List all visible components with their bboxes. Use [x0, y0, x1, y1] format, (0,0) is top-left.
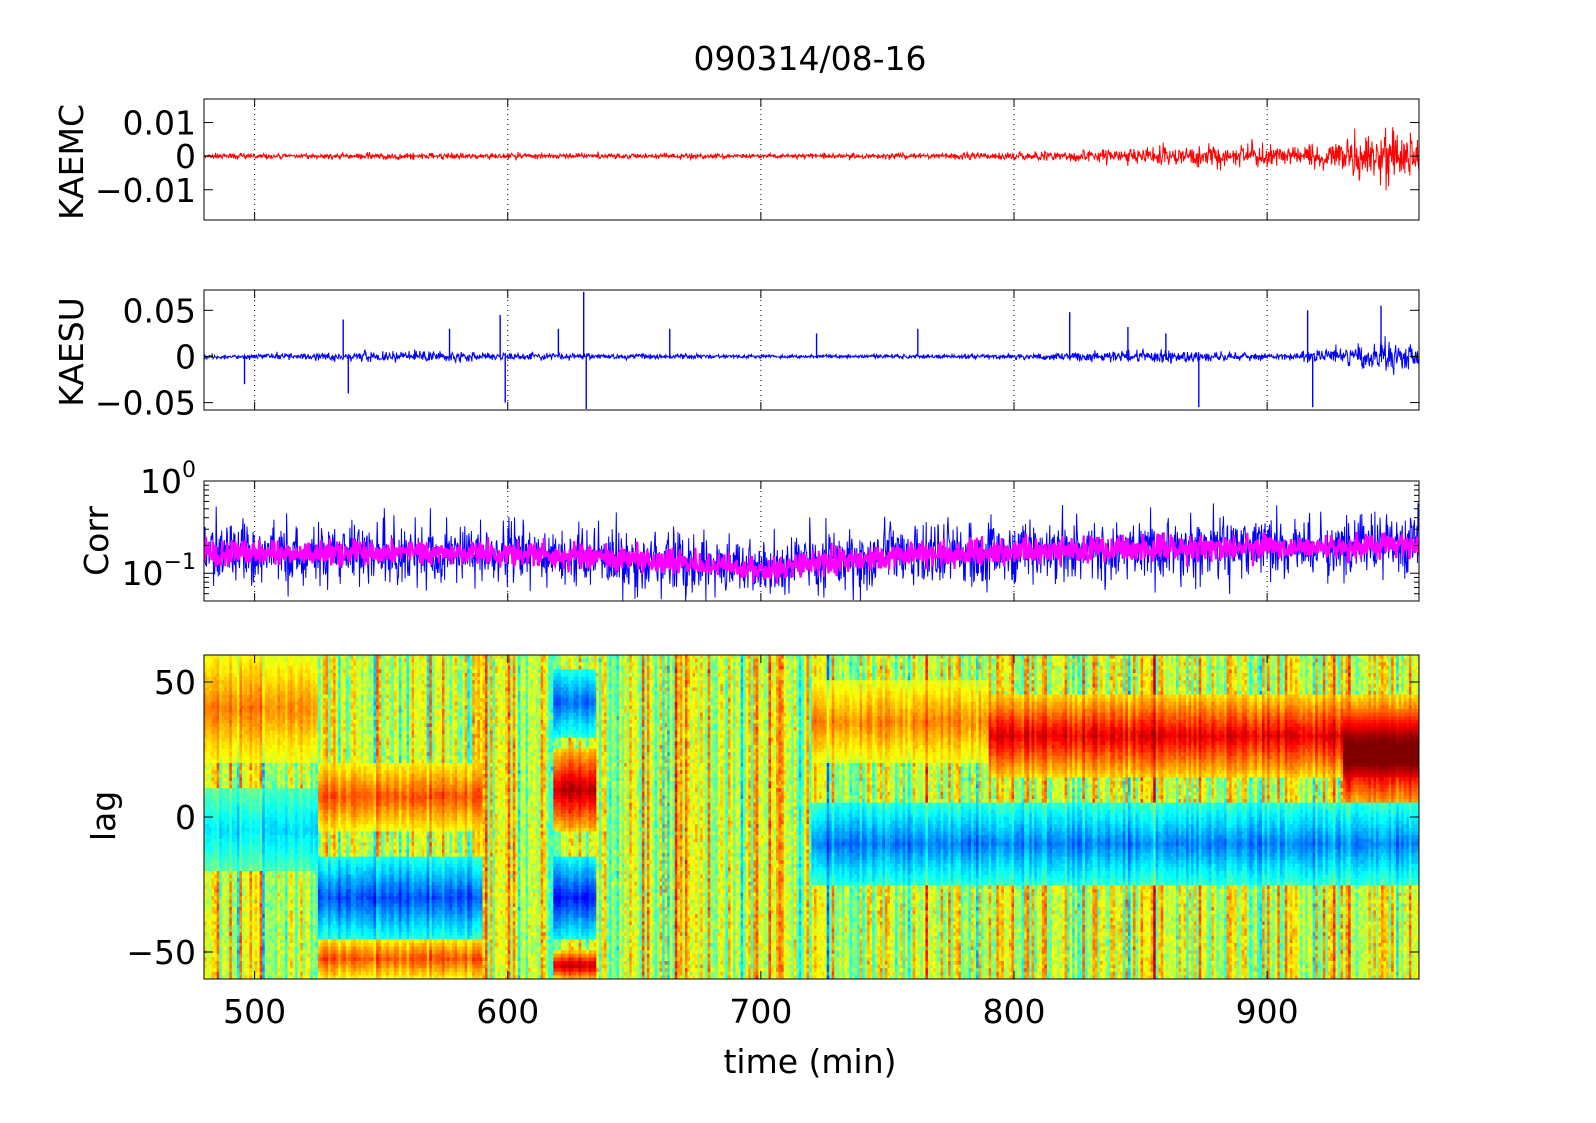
kaesu-ylabel: KAESU [52, 297, 91, 407]
kaesu-ytick-label: 0 [175, 337, 196, 376]
kaesu-panel: KAESU 0.05 0 −0.05 [52, 290, 1419, 423]
figure: 090314/08-16 KAEMC 0.010−0.01 KAESU 0.05… [0, 0, 1596, 1123]
figure-title: 090314/08-16 [694, 39, 927, 78]
kaemc-ylabel: KAEMC [52, 104, 91, 220]
kaemc-panel: KAEMC 0.010−0.01 [52, 99, 1419, 220]
heatmap-cells [204, 655, 1420, 980]
kaesu-axes-frame [204, 290, 1419, 410]
kaesu-series-line [204, 336, 1419, 375]
corr-panel: Corr 100 10−1 [77, 458, 1419, 601]
kaesu-plot-area [204, 290, 1419, 410]
corr-ylabel: Corr [77, 506, 116, 576]
lag-ylabel: lag [84, 791, 123, 841]
corr-ytick-label: 10−1 [122, 550, 196, 593]
corr-ytick-label: 100 [140, 458, 196, 501]
kaesu-ytick-label: −0.05 [95, 384, 196, 423]
kaemc-ytick-label: −0.01 [95, 171, 196, 210]
kaemc-series-line [204, 127, 1419, 190]
kaesu-ytick-label: 0.05 [123, 291, 196, 330]
time-xlabel: time (min) [723, 1042, 896, 1081]
lag-plot-area [204, 655, 1420, 980]
kaemc-plot-area [204, 99, 1419, 220]
corr-plot-area [204, 481, 1419, 601]
